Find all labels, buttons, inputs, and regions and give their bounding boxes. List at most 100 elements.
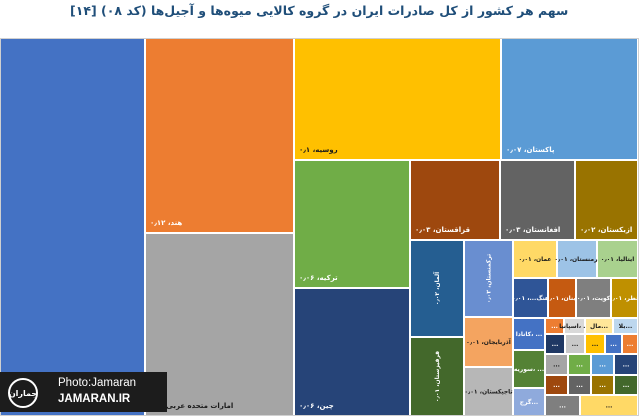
treemap-tile-rect bbox=[606, 335, 621, 353]
treemap-tile: گرج... bbox=[514, 389, 544, 415]
treemap-tile: امارات متحده عربی، ۰٫۱ bbox=[146, 234, 293, 415]
treemap-tile-label: ... bbox=[599, 362, 606, 369]
treemap-tile-rect bbox=[592, 376, 613, 394]
treemap-tile: ترکمنستان، ۰٫۰۲ bbox=[465, 241, 512, 316]
treemap-tile-label: ازبکستان، ۰٫۰۲ bbox=[580, 226, 632, 234]
treemap-tile-rect bbox=[295, 289, 409, 415]
treemap-tile-rect bbox=[615, 355, 637, 374]
treemap-tile: عراق bbox=[1, 39, 144, 415]
treemap-tile-rect bbox=[295, 39, 500, 159]
treemap-tile: ... bbox=[606, 335, 621, 353]
treemap-tile-label: ... bbox=[576, 382, 583, 389]
treemap-tile-rect bbox=[1, 39, 144, 415]
treemap-tile-rect bbox=[586, 335, 604, 353]
treemap-tile: مال... bbox=[586, 319, 612, 333]
treemap-tile-rect bbox=[514, 319, 544, 349]
treemap-tile-rect bbox=[614, 319, 637, 333]
treemap-tile: ... bbox=[581, 396, 637, 415]
treemap-tile-rect bbox=[566, 335, 584, 353]
treemap-tile: هنگ...، ۰٫۰۱ bbox=[512, 279, 549, 317]
treemap-tile-rect bbox=[465, 368, 512, 415]
treemap-tile-rect bbox=[411, 241, 463, 336]
treemap-tile-rect bbox=[612, 279, 637, 317]
treemap-tile-rect bbox=[598, 241, 637, 277]
treemap-tile: ... bbox=[623, 335, 637, 353]
treemap-tile: سوریه، ... bbox=[514, 351, 544, 387]
site-url-text: JAMARAN.IR bbox=[58, 393, 131, 405]
treemap-tile-label: عمان، ۰٫۰۱ bbox=[518, 256, 551, 263]
treemap-tile-rect bbox=[411, 161, 499, 239]
treemap-tile: عمان، ۰٫۰۱ bbox=[514, 241, 556, 277]
treemap-tile-rect bbox=[577, 279, 610, 317]
treemap-tile-label: هند، ۰٫۱۲ bbox=[150, 219, 182, 227]
treemap-tile-label: ترکمنستان، ۰٫۰۲ bbox=[486, 254, 493, 303]
treemap-tile-rect bbox=[558, 241, 596, 277]
treemap-tile-rect bbox=[514, 279, 547, 317]
treemap-tile: افغانستان، ۰٫۰۳ bbox=[501, 161, 574, 239]
treemap-tile-label: روسیه، ۰٫۱ bbox=[299, 146, 338, 154]
treemap-tile: قرقیزستان، ۰٫۰۱ bbox=[411, 338, 463, 415]
treemap-chart: عراق هند، ۰٫۱۲ امارات متحده عربی، ۰٫۱ روسیه… bbox=[0, 38, 640, 416]
treemap-tile: قطر، ۰٫۰۱ bbox=[609, 279, 640, 317]
treemap-tile-label: ... bbox=[610, 341, 617, 348]
treemap-tile-label: ... bbox=[623, 382, 630, 389]
treemap-tile: کویت، ۰٫۰۱ bbox=[577, 279, 611, 317]
treemap-tile-label: اسپانیا، ... bbox=[559, 323, 590, 330]
photo-credit-text: Photo:Jamaran bbox=[58, 377, 136, 389]
treemap-tile: ... bbox=[592, 376, 613, 394]
treemap-tile: تاجیکستان، ۰٫۰۱ bbox=[464, 368, 513, 415]
treemap-tile: کانادا، ... bbox=[514, 319, 544, 349]
treemap-tile-label: مال... bbox=[590, 323, 608, 330]
treemap-tile: ایتالیا، ۰٫۰۱ bbox=[598, 241, 637, 277]
treemap-tile-rect bbox=[146, 234, 293, 415]
treemap-tile: ... bbox=[546, 355, 567, 374]
treemap-tile-rect bbox=[546, 319, 563, 333]
treemap-tile-label: ... bbox=[552, 341, 559, 348]
treemap-tile-label: سوریه، ... bbox=[514, 366, 544, 373]
treemap-tile-rect bbox=[411, 338, 463, 415]
photo-credit-banner: جماران Photo:Jamaran JAMARAN.IR bbox=[0, 372, 167, 412]
treemap-tile-rect bbox=[569, 355, 590, 374]
treemap-tile-label: ترکیه، ۰٫۰۶ bbox=[299, 274, 338, 282]
treemap-tile-rect bbox=[546, 376, 567, 394]
treemap-tile: بلا... bbox=[614, 319, 637, 333]
treemap-tile: هند، ۰٫۱۲ bbox=[146, 39, 293, 232]
treemap-tile: ... bbox=[546, 376, 567, 394]
treemap-tile-label: ... bbox=[553, 382, 560, 389]
treemap-tile-label: تاجیکستان، ۰٫۰۱ bbox=[464, 389, 512, 396]
treemap-tile: ... bbox=[586, 335, 604, 353]
treemap-tile-label: کانادا، ... bbox=[516, 331, 543, 338]
treemap-tile-label: افغانستان، ۰٫۰۳ bbox=[505, 226, 560, 234]
treemap-tile-label: امارات متحده عربی، ۰٫۱ bbox=[150, 402, 233, 410]
treemap-tile-rect bbox=[465, 318, 512, 366]
treemap-tile-label: ... bbox=[627, 341, 634, 348]
treemap-tile-rect bbox=[146, 39, 293, 232]
treemap-tile: ... bbox=[615, 355, 637, 374]
chart-title: سهم هر کشور از کل صادرات ایران در گروه ک… bbox=[0, 0, 640, 30]
treemap-tile: لبنان، ۰٫۰۱ bbox=[546, 279, 578, 317]
treemap-tile-rect bbox=[576, 161, 637, 239]
treemap-tile-rect bbox=[623, 335, 637, 353]
treemap-tile-label: ایتالیا، ۰٫۰۱ bbox=[601, 256, 635, 263]
treemap-tile: ... bbox=[546, 335, 564, 353]
treemap-tile: پاکستان، ۰٫۰۷ bbox=[502, 39, 637, 159]
treemap-tile-rect bbox=[501, 161, 574, 239]
treemap-tile-label: ... bbox=[572, 341, 579, 348]
treemap-tile-label: ... bbox=[576, 362, 583, 369]
treemap-tile-label: لبنان، ۰٫۰۱ bbox=[546, 295, 578, 302]
treemap-tile-rect bbox=[581, 396, 637, 415]
treemap-tile: ... bbox=[566, 335, 584, 353]
treemap-tile-label: گرج... bbox=[520, 398, 538, 406]
treemap-tile-rect bbox=[546, 396, 579, 415]
treemap-tile-label: چین، ۰٫۰۶ bbox=[299, 402, 334, 410]
treemap-tile: آلمان، ۰٫۰۲ bbox=[411, 241, 463, 336]
treemap-tile-rect bbox=[465, 241, 512, 316]
treemap-tile-rect bbox=[514, 351, 544, 387]
treemap-tile-rect bbox=[592, 355, 613, 374]
treemap-tile-label: ... bbox=[623, 362, 630, 369]
treemap-tile: ارمنستان، ۰٫۰۱ bbox=[554, 241, 600, 277]
treemap-tile-rect bbox=[295, 161, 409, 287]
treemap-tile-rect bbox=[502, 39, 637, 159]
treemap-tile-rect bbox=[569, 376, 590, 394]
treemap-tile: اسپانیا، ... bbox=[559, 319, 590, 333]
